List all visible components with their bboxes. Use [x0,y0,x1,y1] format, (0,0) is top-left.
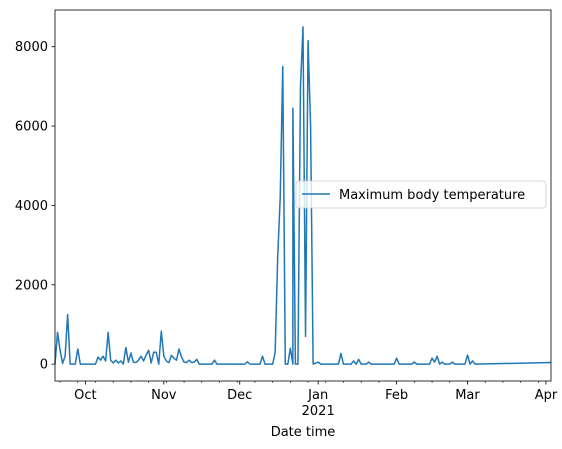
legend: Maximum body temperature [295,180,547,209]
x-tick-label: Oct [74,388,96,403]
x-tick-label: Feb [385,388,408,403]
x-tick-label: Jan [307,388,328,403]
series-layer [54,26,552,365]
x-year-label: 2021 [302,404,335,419]
y-tick-label: 0 [40,358,48,373]
y-tick-label: 2000 [15,278,48,293]
y-tick-label: 4000 [15,199,48,214]
series-line [54,26,552,365]
x-tick-label: Mar [455,388,480,403]
plot-frame [54,9,552,382]
x-axis-title: Date time [271,425,336,440]
x-axis: Oct Nov Dec Jan Feb Mar Apr 2021 [59,381,558,419]
x-tick-label: Dec [227,388,252,403]
x-tick-label: Nov [151,388,177,403]
legend-box [295,180,547,209]
legend-label: Maximum body temperature [339,188,525,203]
y-tick-label: 8000 [15,40,48,55]
y-tick-label: 6000 [15,120,48,135]
x-tick-label: Apr [535,388,558,403]
y-axis: 0 2000 4000 6000 8000 [15,40,55,373]
